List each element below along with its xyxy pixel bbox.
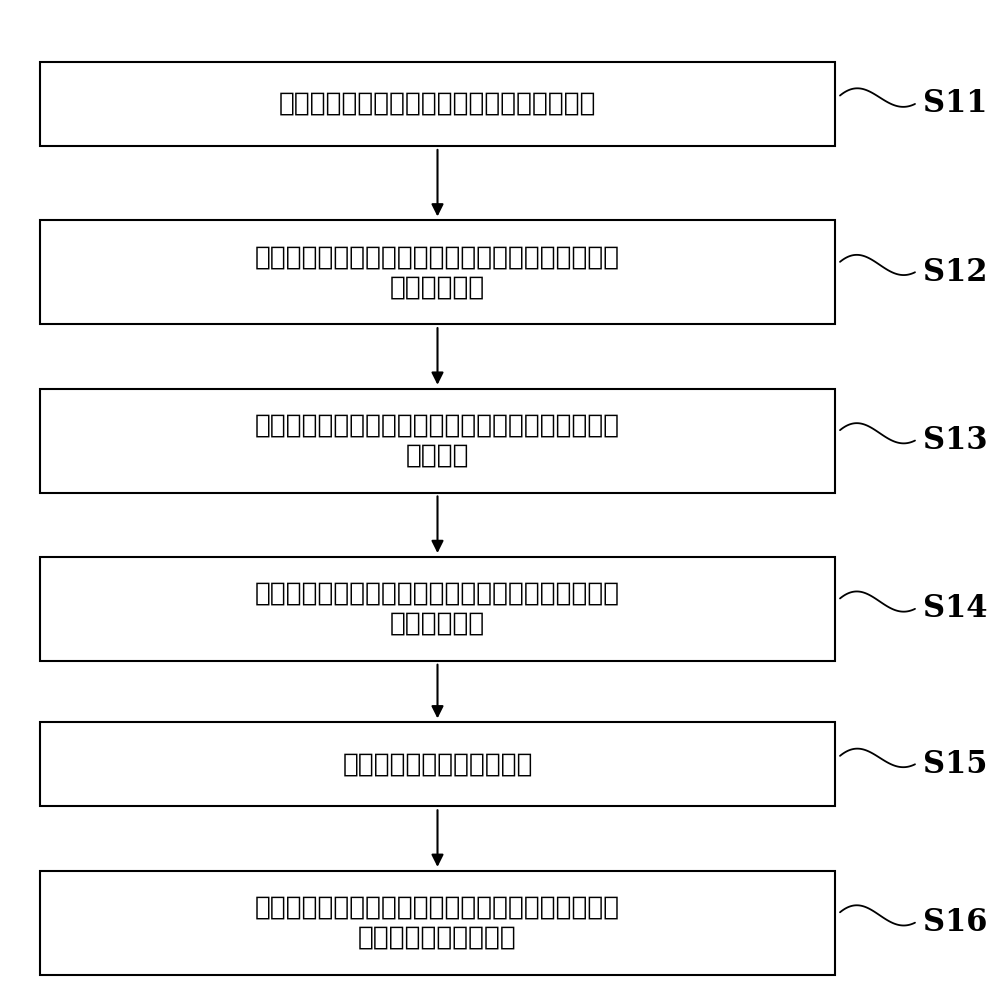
Text: S12: S12: [923, 256, 987, 288]
Text: 可写目录列表: 可写目录列表: [390, 611, 485, 637]
Text: S15: S15: [923, 748, 987, 780]
FancyBboxPatch shape: [40, 61, 835, 146]
Text: 生成可部署的主机列表: 生成可部署的主机列表: [358, 925, 517, 950]
Text: 根据配置信息和在线的主机列表中主机的资源信息，: 根据配置信息和在线的主机列表中主机的资源信息，: [255, 895, 620, 921]
FancyBboxPatch shape: [40, 388, 835, 492]
Text: 根据端口映射的配置信息，生成每个主机需要开放的: 根据端口映射的配置信息，生成每个主机需要开放的: [255, 413, 620, 439]
Text: S11: S11: [923, 88, 987, 120]
FancyBboxPatch shape: [40, 556, 835, 661]
FancyBboxPatch shape: [40, 723, 835, 806]
Text: 对在线的主机列表进行排序: 对在线的主机列表进行排序: [342, 751, 533, 777]
FancyBboxPatch shape: [40, 871, 835, 974]
Text: 线的主机列表: 线的主机列表: [390, 274, 485, 300]
Text: S16: S16: [923, 907, 987, 939]
Text: S13: S13: [923, 425, 987, 456]
FancyBboxPatch shape: [40, 221, 835, 325]
Text: 根据目录映射的配置信息，生成每个主机需要映射的: 根据目录映射的配置信息，生成每个主机需要映射的: [255, 581, 620, 607]
Text: 预设待部署容器的配置信息和主机集群并存储: 预设待部署容器的配置信息和主机集群并存储: [279, 91, 596, 117]
Text: 端口列表: 端口列表: [406, 443, 469, 468]
Text: 获取待部署容器的配置信息和对应的主机集群中的在: 获取待部署容器的配置信息和对应的主机集群中的在: [255, 245, 620, 270]
Text: S14: S14: [923, 593, 987, 625]
